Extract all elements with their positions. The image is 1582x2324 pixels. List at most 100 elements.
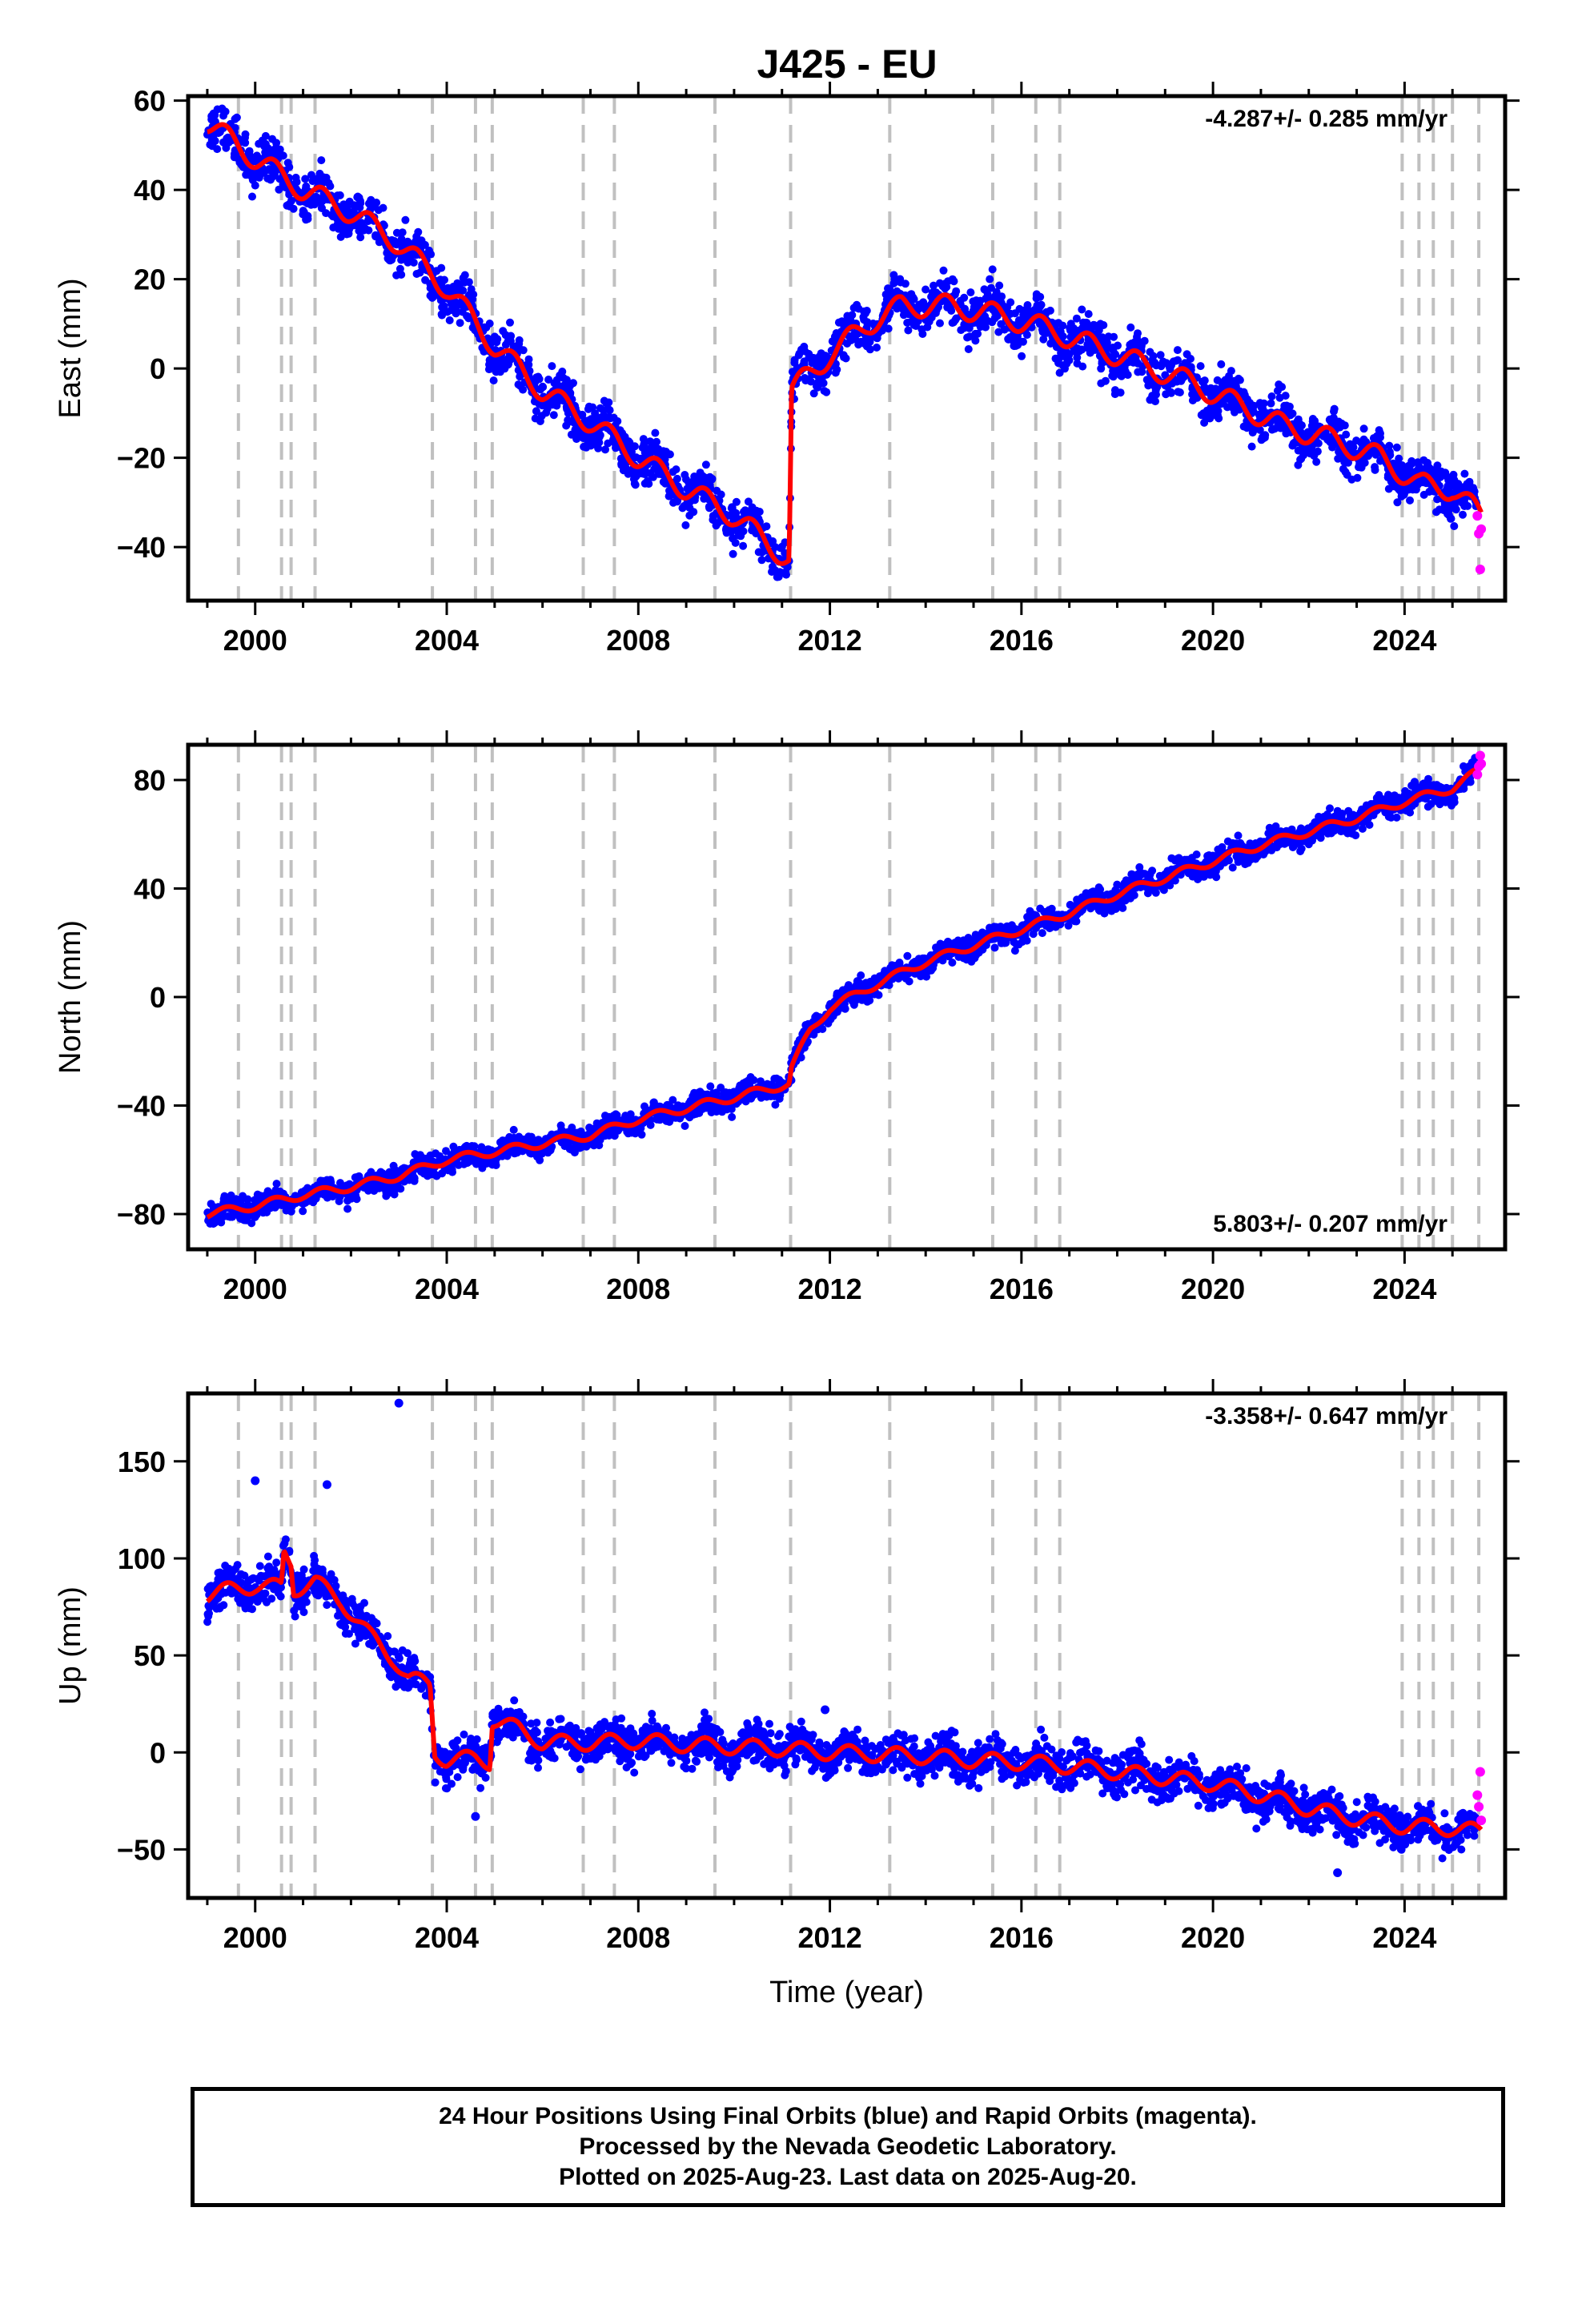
data-point: [1123, 371, 1132, 380]
data-point: [356, 199, 365, 207]
x-tick-label: 2012: [798, 624, 862, 657]
data-point: [1228, 863, 1237, 872]
data-point: [685, 1113, 694, 1122]
data-point: [1294, 446, 1303, 455]
data-point: [1271, 842, 1279, 851]
data-point: [605, 406, 614, 415]
data-point: [681, 521, 690, 529]
data-point: [1415, 462, 1423, 471]
data-point: [757, 556, 766, 565]
data-point: [771, 1100, 780, 1109]
data-point: [1395, 454, 1403, 463]
data-point: [947, 307, 956, 315]
x-tick-label: 2000: [223, 624, 287, 657]
data-point: [519, 346, 528, 355]
data-point: [790, 356, 799, 364]
data-point: [252, 171, 261, 179]
data-point: [1447, 503, 1456, 512]
data-point: [1460, 469, 1469, 478]
data-point: [645, 1117, 653, 1126]
data-point: [813, 383, 822, 392]
data-point: [216, 1215, 225, 1224]
data-point: [950, 277, 958, 286]
data-point: [1353, 473, 1362, 482]
data-point: [302, 215, 311, 224]
data-point: [1022, 331, 1031, 340]
data-point: [592, 414, 600, 423]
x-tick-label: 2008: [606, 624, 670, 657]
data-point: [421, 275, 430, 284]
data-point: [1288, 843, 1297, 851]
data-point: [1018, 352, 1026, 360]
data-point: [1423, 459, 1432, 467]
data-point: [503, 1152, 512, 1160]
data-point: [990, 943, 999, 952]
data-point: [717, 1084, 725, 1092]
data-point: [343, 1204, 352, 1213]
data-point: [374, 206, 383, 215]
data-point: [1219, 382, 1228, 391]
velocity-rate-label: -4.287+/- 0.285 mm/yr: [1205, 106, 1447, 132]
data-point: [329, 1191, 338, 1200]
data-point: [291, 173, 300, 182]
rapid-orbit-point: [1475, 564, 1485, 574]
data-point: [708, 474, 717, 483]
data-point: [950, 290, 959, 299]
data-point: [1450, 476, 1459, 485]
data-point: [390, 237, 399, 245]
data-point: [1084, 310, 1093, 319]
data-point: [1152, 361, 1161, 370]
data-point: [263, 144, 272, 152]
data-point: [963, 333, 972, 342]
data-point: [1162, 390, 1170, 399]
data-point: [303, 1184, 312, 1192]
data-point: [1078, 345, 1086, 354]
data-point: [335, 191, 344, 199]
data-point: [544, 376, 553, 384]
data-point: [932, 306, 941, 314]
data-point: [624, 469, 632, 478]
data-point: [341, 226, 349, 235]
data-point: [1285, 408, 1294, 417]
data-point: [914, 305, 923, 313]
data-point: [795, 349, 804, 358]
data-point: [401, 215, 410, 224]
data-point: [922, 972, 931, 981]
data-point: [496, 368, 504, 376]
data-point: [861, 309, 869, 318]
data-point: [1046, 340, 1055, 348]
data-point: [1109, 372, 1118, 381]
data-point: [678, 504, 687, 513]
data-point: [539, 383, 548, 392]
data-point: [661, 479, 670, 488]
data-point: [506, 337, 515, 345]
data-point: [652, 437, 661, 446]
data-point: [493, 335, 502, 344]
data-point: [681, 471, 689, 479]
plot-frame: [186, 94, 1508, 603]
data-point: [469, 290, 478, 299]
data-point: [1280, 401, 1289, 410]
data-point: [549, 411, 558, 420]
rapid-orbit-point: [1472, 511, 1483, 521]
data-point: [1130, 891, 1138, 899]
data-point: [1151, 386, 1160, 395]
data-point: [356, 233, 365, 242]
data-point: [728, 1112, 737, 1121]
data-point: [748, 526, 757, 535]
data-point: [343, 1196, 352, 1205]
data-point: [1211, 384, 1220, 393]
data-point: [1097, 379, 1106, 388]
data-point: [1300, 448, 1309, 456]
data-point: [1111, 905, 1120, 913]
data-point: [744, 497, 753, 506]
data-point: [921, 285, 930, 294]
data-point: [948, 959, 957, 967]
data-point: [1220, 858, 1229, 866]
data-point: [506, 318, 514, 327]
data-point: [1025, 307, 1034, 316]
data-point: [1116, 388, 1125, 397]
data-point: [821, 352, 829, 360]
data-point: [558, 368, 567, 376]
data-point: [1073, 353, 1082, 362]
